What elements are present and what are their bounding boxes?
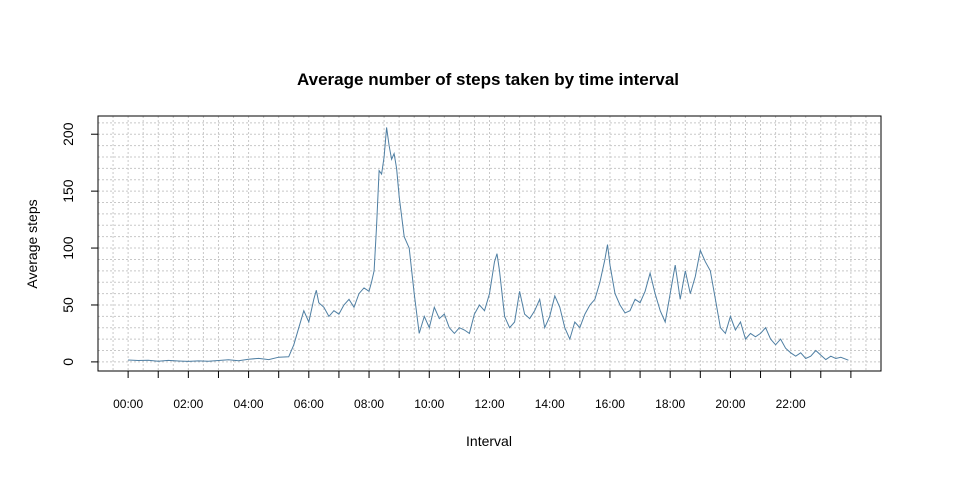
y-axis-title: Average steps — [24, 199, 40, 288]
x-tick-label: 00:00 — [113, 397, 143, 411]
y-tick-label: 100 — [60, 236, 76, 260]
y-tick-label: 50 — [60, 297, 76, 313]
x-tick-label: 10:00 — [414, 397, 444, 411]
x-tick-label: 16:00 — [595, 397, 625, 411]
x-axis-title: Interval — [466, 433, 512, 449]
chart-title: Average number of steps taken by time in… — [297, 70, 679, 89]
x-tick-label: 14:00 — [535, 397, 565, 411]
y-tick-label: 150 — [60, 179, 76, 203]
x-tick-label: 20:00 — [715, 397, 745, 411]
y-tick-label: 200 — [60, 122, 76, 146]
x-tick-label: 12:00 — [474, 397, 504, 411]
x-tick-label: 08:00 — [354, 397, 384, 411]
grid — [98, 116, 881, 371]
x-axis: 00:00 02:00 04:00 06:00 08:00 10:00 12:00 14:00… — [113, 371, 852, 411]
x-tick-label: 04:00 — [234, 397, 264, 411]
series-line — [128, 127, 849, 362]
x-tick-label: 18:00 — [655, 397, 685, 411]
x-tick-label: 06:00 — [294, 397, 324, 411]
y-axis: 0 50 100 150 200 — [60, 122, 98, 366]
y-tick-label: 0 — [60, 358, 76, 366]
series-layer — [128, 127, 849, 362]
x-tick-label: 22:00 — [776, 397, 806, 411]
x-tick-label: 02:00 — [173, 397, 203, 411]
